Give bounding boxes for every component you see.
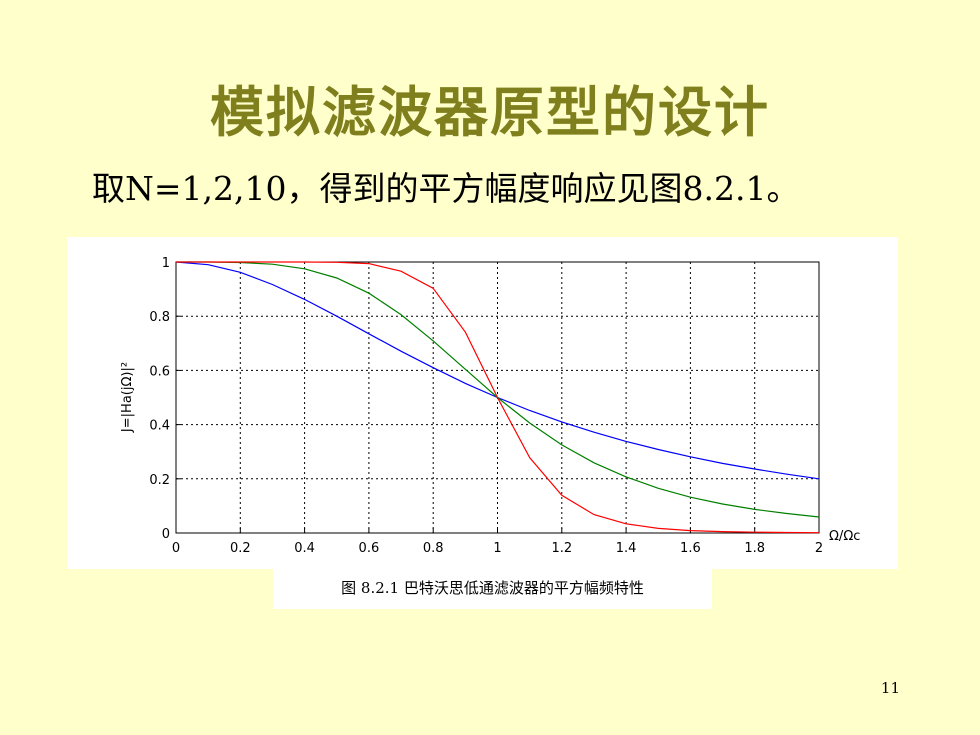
series-layer bbox=[175, 261, 820, 534]
x-tick-label: 0.4 bbox=[294, 541, 315, 556]
y-tick-label: 0.6 bbox=[149, 364, 170, 379]
y-tick-label: 1 bbox=[162, 256, 170, 271]
chart-panel: 0 0.2 0.4 0.6 0.8 1 1.2 1.4 1.6 1.8 2 0 0.2 0.4 0.6 0.8… bbox=[67, 237, 898, 569]
x-tick-label: 1 bbox=[493, 541, 501, 556]
y-tick-label: 0.2 bbox=[149, 473, 170, 488]
y-tick-label: 0 bbox=[162, 527, 170, 542]
page-number: 11 bbox=[880, 679, 900, 697]
y-axis-label: J=|Ha(jΩ)|² bbox=[120, 362, 135, 433]
x-tick-label: 1.4 bbox=[616, 541, 637, 556]
x-axis-label: Ω/Ωc bbox=[829, 529, 860, 544]
slide-title: 模拟滤波器原型的设计 bbox=[210, 81, 770, 144]
series-line-3 bbox=[176, 261, 820, 534]
figure-caption-box: 图 8.2.1 巴特沃思低通滤波器的平方幅频特性 bbox=[273, 566, 712, 609]
x-tick-label: 0.6 bbox=[359, 541, 380, 556]
x-tick-label: 0.8 bbox=[423, 541, 444, 556]
butterworth-response-chart: 0 0.2 0.4 0.6 0.8 1 1.2 1.4 1.6 1.8 2 0 0.2 0.4 0.6 0.8… bbox=[120, 256, 860, 556]
x-tick-label: 2 bbox=[815, 541, 823, 556]
figure-caption: 图 8.2.1 巴特沃思低通滤波器的平方幅频特性 bbox=[341, 579, 644, 597]
slide-body-text: 取N=1,2,10，得到的平方幅度响应见图8.2.1。 bbox=[92, 169, 800, 208]
x-tick-label: 1.2 bbox=[551, 541, 572, 556]
ticks-layer: 0 0.2 0.4 0.6 0.8 1 1.2 1.4 1.6 1.8 2 0 0.2 0.4 0.6 0.8… bbox=[149, 256, 823, 556]
x-tick-label: 0 bbox=[172, 541, 180, 556]
y-tick-label: 0.4 bbox=[149, 419, 170, 434]
x-tick-label: 1.6 bbox=[680, 541, 701, 556]
x-tick-label: 0.2 bbox=[230, 541, 251, 556]
y-tick-label: 0.8 bbox=[149, 310, 170, 325]
x-tick-label: 1.8 bbox=[744, 541, 765, 556]
